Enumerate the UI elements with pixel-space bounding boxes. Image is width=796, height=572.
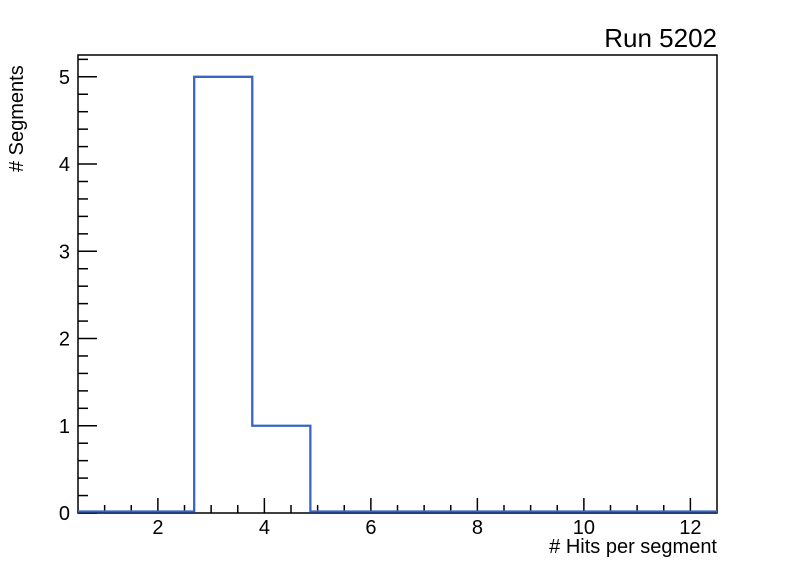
y-tick-label: 4: [59, 154, 70, 176]
y-tick-label: 3: [59, 241, 70, 263]
plot-title: Run 5202: [604, 23, 717, 53]
x-tick-label: 8: [472, 517, 483, 539]
x-tick-label: 2: [152, 517, 163, 539]
y-tick-label: 1: [59, 416, 70, 438]
y-axis-title: # Segments: [6, 65, 28, 172]
y-tick-label: 2: [59, 329, 70, 351]
x-tick-label: 6: [365, 517, 376, 539]
x-axis-title: # Hits per segment: [549, 536, 717, 558]
histogram-outline: [78, 75, 717, 513]
x-tick-label: 4: [259, 517, 270, 539]
y-tick-label: 0: [59, 503, 70, 525]
x-tick-label: 10: [573, 517, 595, 539]
plot-frame: [77, 54, 718, 514]
x-tick-label: 12: [679, 517, 701, 539]
y-tick-label: 5: [59, 67, 70, 89]
